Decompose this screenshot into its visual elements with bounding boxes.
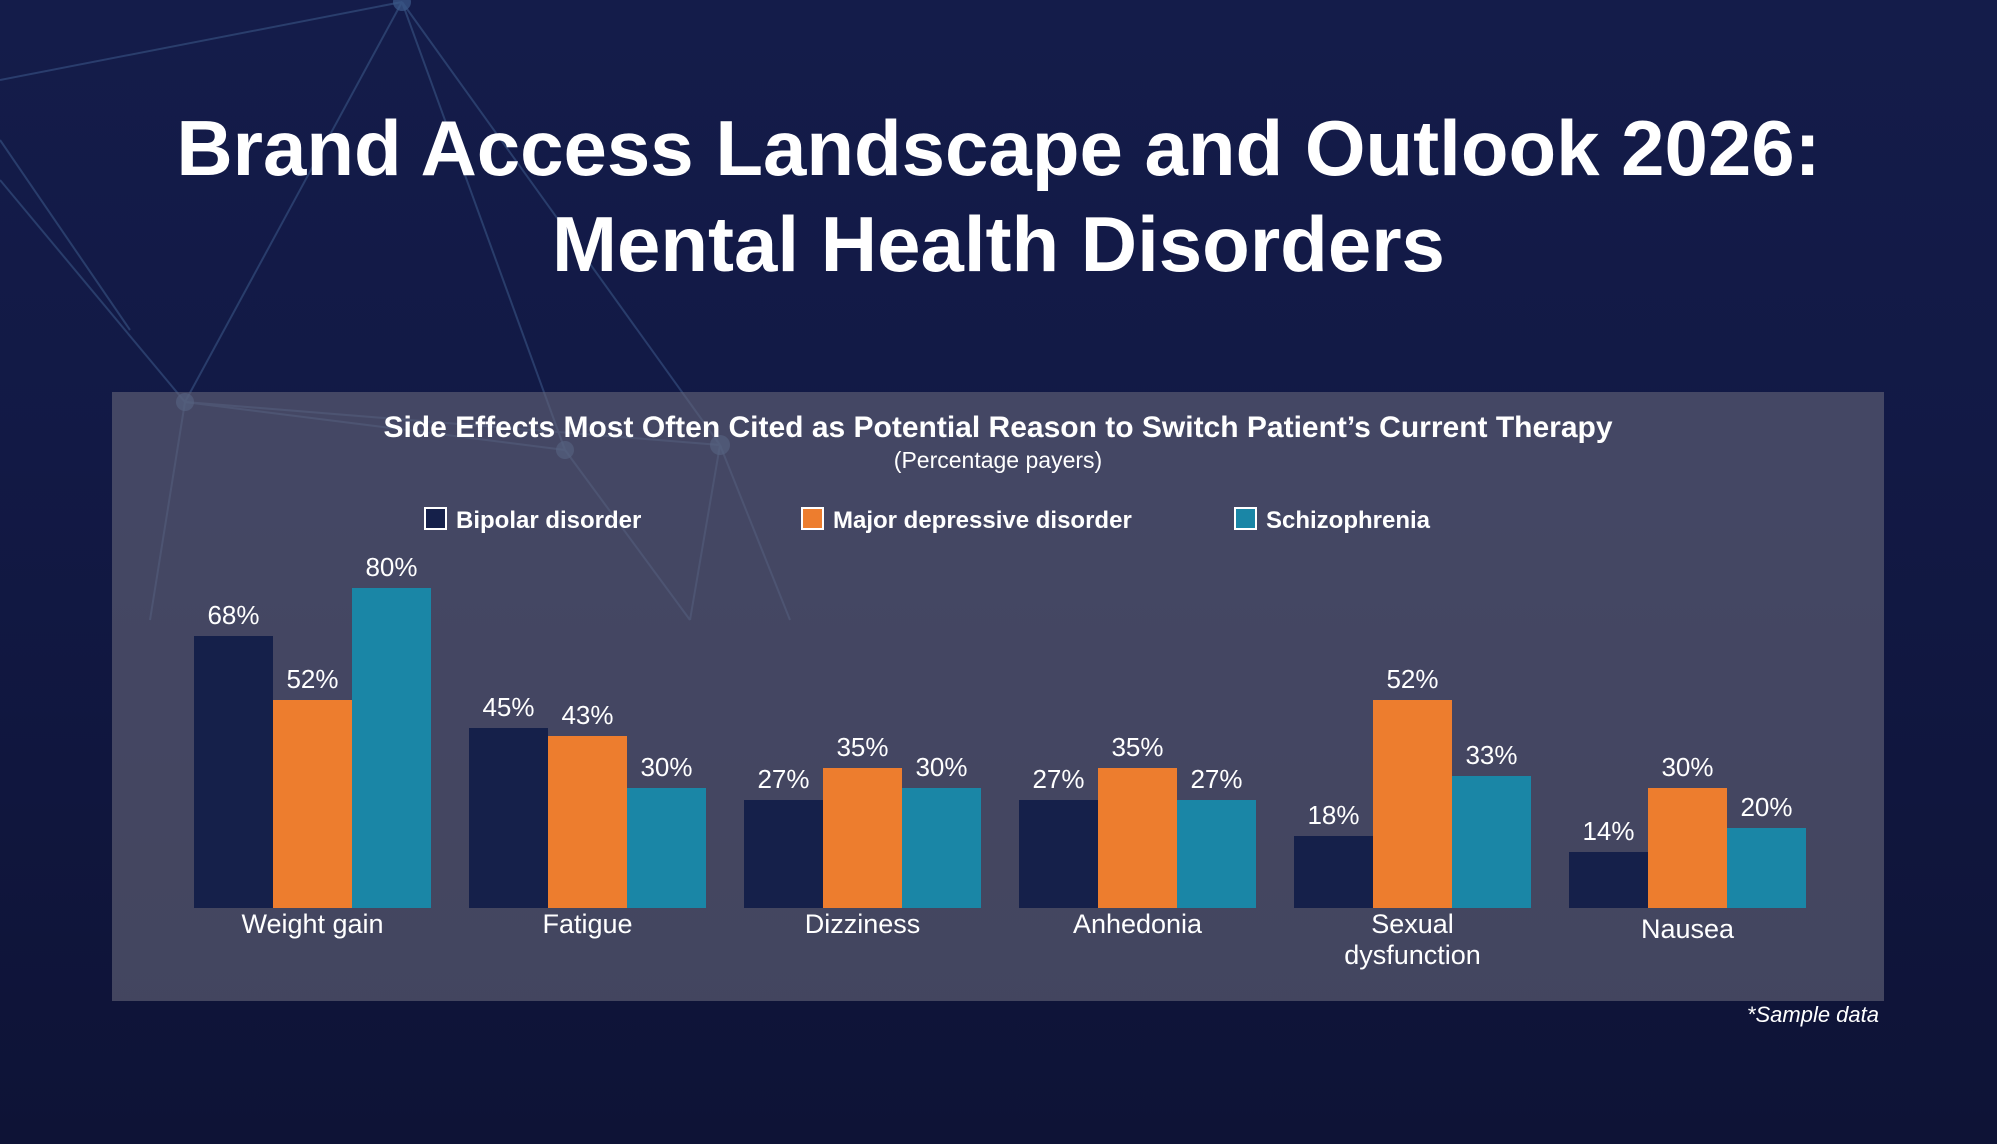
chart-legend: Bipolar disorder Major depressive disorde… — [424, 507, 1431, 534]
category-label-fatigue: Fatigue — [542, 909, 632, 939]
data-label-group: 68% 52% 80% 45% 43% 30% 27% 35% 30% 27% 35% 27% 18% 5… — [207, 552, 1792, 846]
data-label-weight-gain-major-depressive-disorder: 52% — [286, 664, 338, 694]
data-label-anhedonia-bipolar-disorder: 27% — [1032, 764, 1084, 794]
chart-subtitle: (Percentage payers) — [894, 447, 1102, 473]
bar-sexual-dysfunction-major-depressive-disorder — [1373, 700, 1452, 908]
bar-anhedonia-schizophrenia — [1177, 800, 1256, 908]
data-label-fatigue-major-depressive-disorder: 43% — [561, 700, 613, 730]
data-label-fatigue-bipolar-disorder: 45% — [482, 692, 534, 722]
data-label-weight-gain-schizophrenia: 80% — [365, 552, 417, 582]
data-label-sexual-dysfunction-schizophrenia: 33% — [1465, 740, 1517, 770]
bar-nausea-major-depressive-disorder — [1648, 788, 1727, 908]
bar-sexual-dysfunction-schizophrenia — [1452, 776, 1531, 908]
data-label-anhedonia-major-depressive-disorder: 35% — [1111, 732, 1163, 762]
data-label-anhedonia-schizophrenia: 27% — [1190, 764, 1242, 794]
bar-fatigue-schizophrenia — [627, 788, 706, 908]
category-label-sexual-dysfunction: Sexual dysfunction — [1344, 909, 1481, 970]
legend-label-major-depressive-disorder: Major depressive disorder — [833, 507, 1132, 534]
legend-swatch-bipolar-disorder — [424, 507, 447, 530]
bar-weight-gain-schizophrenia — [352, 588, 431, 908]
data-label-dizziness-major-depressive-disorder: 35% — [836, 732, 888, 762]
chart-panel: Side Effects Most Often Cited as Potenti… — [112, 392, 1884, 1001]
page-title: Brand Access Landscape and Outlook 2026:… — [0, 100, 1997, 292]
data-label-sexual-dysfunction-major-depressive-disorder: 52% — [1386, 664, 1438, 694]
bar-group — [194, 588, 1806, 908]
category-label-nausea: Nausea — [1641, 914, 1735, 944]
sample-data-note: *Sample data — [1746, 1002, 1879, 1027]
legend-label-bipolar-disorder: Bipolar disorder — [456, 507, 641, 534]
legend-label-schizophrenia: Schizophrenia — [1266, 507, 1431, 534]
page-title-line-1: Brand Access Landscape and Outlook 2026: — [176, 104, 1821, 192]
bar-dizziness-major-depressive-disorder — [823, 768, 902, 908]
data-label-dizziness-bipolar-disorder: 27% — [757, 764, 809, 794]
bar-anhedonia-bipolar-disorder — [1019, 800, 1098, 908]
bar-dizziness-schizophrenia — [902, 788, 981, 908]
bar-anhedonia-major-depressive-disorder — [1098, 768, 1177, 908]
bar-chart: Side Effects Most Often Cited as Potenti… — [194, 411, 1806, 970]
category-label-anhedonia: Anhedonia — [1073, 909, 1203, 939]
data-label-nausea-major-depressive-disorder: 30% — [1661, 752, 1713, 782]
bar-nausea-schizophrenia — [1727, 828, 1806, 908]
legend-swatch-major-depressive-disorder — [801, 507, 824, 530]
data-label-fatigue-schizophrenia: 30% — [640, 752, 692, 782]
data-label-weight-gain-bipolar-disorder: 68% — [207, 600, 259, 630]
category-label-group: Weight gain Fatigue Dizziness Anhedonia Sexu… — [241, 909, 1735, 970]
bar-weight-gain-major-depressive-disorder — [273, 700, 352, 908]
legend-swatch-schizophrenia — [1234, 507, 1257, 530]
page-title-line-2: Mental Health Disorders — [552, 200, 1445, 288]
bar-dizziness-bipolar-disorder — [744, 800, 823, 908]
data-label-sexual-dysfunction-bipolar-disorder: 18% — [1307, 800, 1359, 830]
bar-weight-gain-bipolar-disorder — [194, 636, 273, 908]
data-label-nausea-schizophrenia: 20% — [1740, 792, 1792, 822]
data-label-dizziness-schizophrenia: 30% — [915, 752, 967, 782]
data-label-nausea-bipolar-disorder: 14% — [1582, 816, 1634, 846]
category-label-weight-gain: Weight gain — [241, 909, 383, 939]
bar-fatigue-bipolar-disorder — [469, 728, 548, 908]
chart-title: Side Effects Most Often Cited as Potenti… — [383, 411, 1612, 444]
category-label-dizziness: Dizziness — [805, 909, 921, 939]
bar-sexual-dysfunction-bipolar-disorder — [1294, 836, 1373, 908]
bar-fatigue-major-depressive-disorder — [548, 736, 627, 908]
bar-nausea-bipolar-disorder — [1569, 852, 1648, 908]
